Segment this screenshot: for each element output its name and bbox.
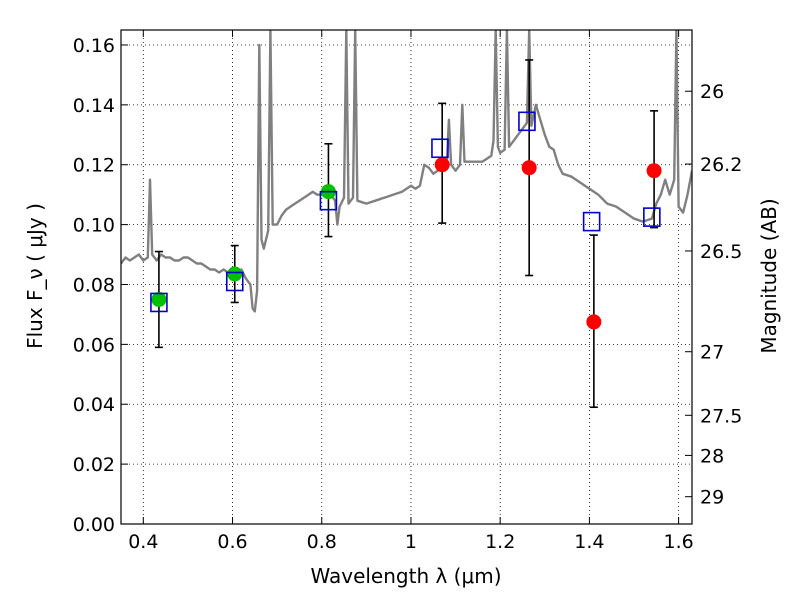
grid-layer bbox=[121, 30, 692, 525]
model-spectrum-line bbox=[121, 30, 692, 313]
data-point-circle bbox=[151, 291, 167, 307]
x-tick-label: 0.4 bbox=[128, 531, 158, 553]
data-point-square bbox=[431, 138, 449, 159]
mag-tick-label: 26.2 bbox=[700, 154, 742, 176]
x-tick-label: 1 bbox=[405, 531, 417, 553]
x-tick-label: 0.6 bbox=[217, 531, 247, 553]
x-tick-label: 0.8 bbox=[307, 531, 337, 553]
mag-tick-label: 27 bbox=[700, 342, 724, 364]
mag-tick-label: 26 bbox=[700, 81, 724, 103]
x-tick-label: 1.2 bbox=[485, 531, 515, 553]
mag-tick-label: 27.5 bbox=[700, 405, 742, 427]
data-point-circle bbox=[521, 160, 537, 176]
mag-tick-label: 26.5 bbox=[700, 241, 742, 263]
y-tick-label: 0.10 bbox=[73, 215, 115, 237]
data-point-circle bbox=[227, 266, 243, 282]
data-point-circle bbox=[586, 314, 602, 330]
plot-layer bbox=[121, 30, 692, 409]
y-tick-label: 0.08 bbox=[73, 274, 115, 296]
data-point-square bbox=[518, 111, 536, 132]
data-point-square bbox=[643, 207, 661, 227]
y-axis-label: Flux F_ν ( μJy ) bbox=[23, 203, 47, 349]
data-point-circle bbox=[646, 163, 662, 179]
plot-frame bbox=[120, 29, 693, 525]
y-tick-label: 0.00 bbox=[73, 514, 115, 536]
data-point-circle bbox=[434, 157, 450, 173]
y-tick-label: 0.16 bbox=[73, 35, 115, 57]
mag-tick-label: 28 bbox=[700, 445, 724, 467]
x-axis-label: Wavelength λ (μm) bbox=[310, 564, 501, 588]
data-point-square bbox=[225, 271, 244, 292]
data-point-square bbox=[150, 292, 168, 313]
y-tick-label: 0.02 bbox=[73, 454, 115, 476]
data-point-square bbox=[582, 211, 601, 232]
x-tick-label: 1.4 bbox=[574, 531, 604, 553]
y-tick-label: 0.06 bbox=[73, 334, 115, 356]
y-tick-label: 0.12 bbox=[73, 155, 115, 177]
y-tick-label: 0.04 bbox=[73, 394, 115, 416]
data-point-square bbox=[319, 190, 338, 211]
axis-layer: 0.4 0.6 0.8 1 1.2 1.4 1.6 0.00 0.02 0.04 0.06 0.08 0… bbox=[73, 29, 742, 553]
y-axis-right-label: Magnitude (AB) bbox=[757, 198, 781, 353]
mag-tick-label: 29 bbox=[700, 487, 724, 509]
x-tick-label: 1.6 bbox=[664, 531, 694, 553]
y-tick-label: 0.14 bbox=[73, 95, 115, 117]
